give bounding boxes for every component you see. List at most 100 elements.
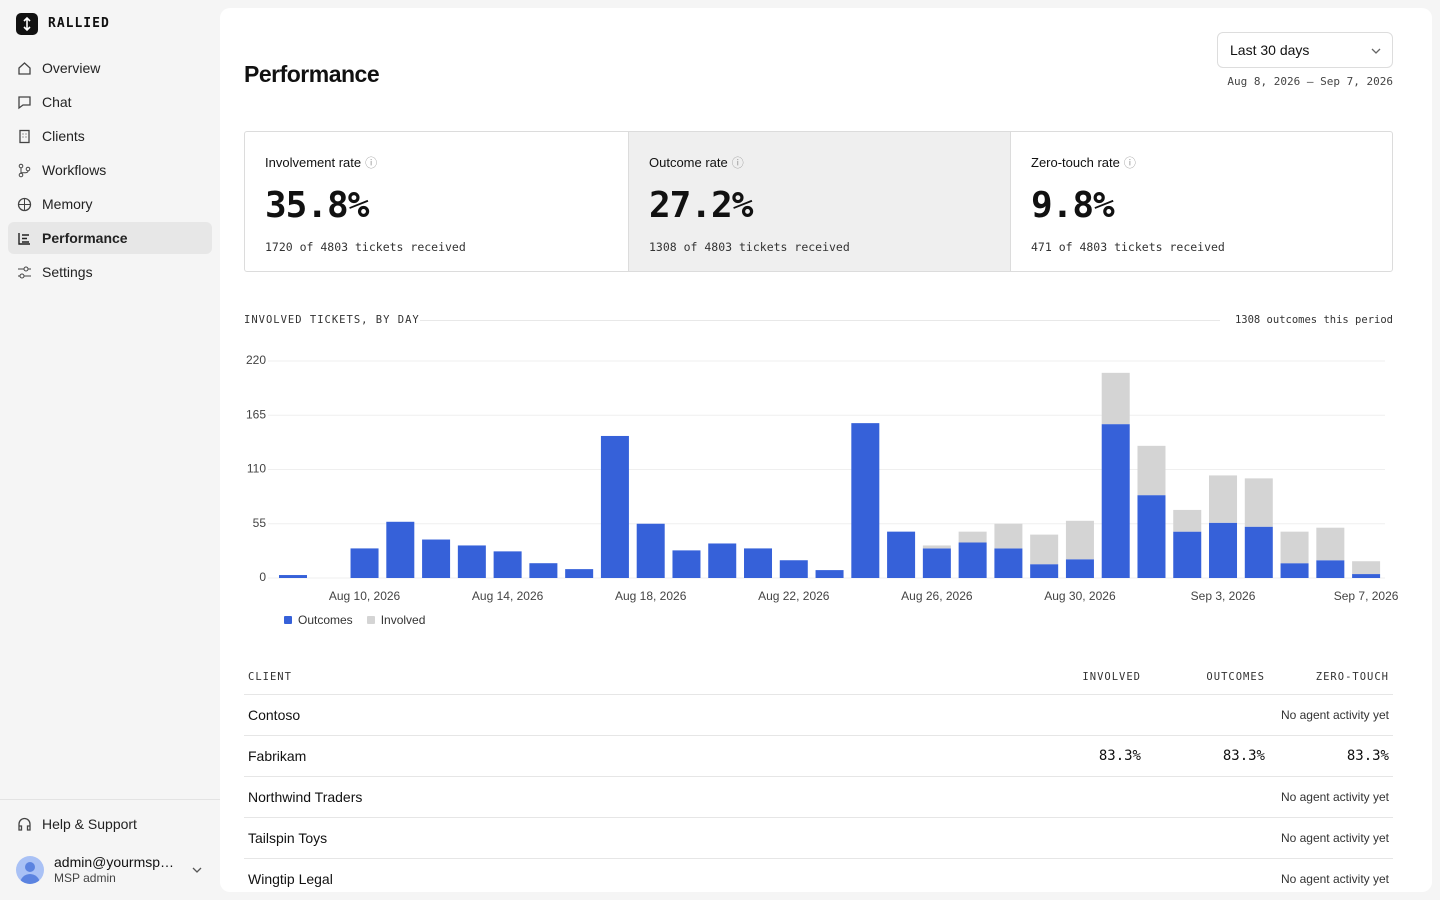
bar-segment xyxy=(958,531,987,543)
nav-label: Chat xyxy=(42,94,72,110)
nav-label: Performance xyxy=(42,230,128,246)
bar-segment xyxy=(887,531,916,578)
bar-segment xyxy=(1065,520,1094,560)
column-header: CLIENT xyxy=(248,671,292,683)
metric-cell: 83.3% xyxy=(1222,748,1265,764)
bar-segment xyxy=(672,550,701,578)
chart-title: INVOLVED TICKETS, BY DAY xyxy=(244,314,430,326)
empty-note: No agent activity yet xyxy=(1280,708,1389,722)
y-tick-label: 0 xyxy=(259,570,266,584)
legend-label: Outcomes xyxy=(298,613,353,627)
bar-segment xyxy=(994,523,1023,549)
bar-segment xyxy=(1173,509,1202,532)
x-tick-label: Sep 3, 2026 xyxy=(1191,589,1256,603)
chart-annotation: 1308 outcomes this period xyxy=(1234,314,1393,326)
icon xyxy=(18,62,31,75)
legend-label: Involved xyxy=(380,613,426,627)
chevron xyxy=(1371,48,1381,54)
bar-segment xyxy=(1137,445,1166,496)
kpi-detail: 471 of 4803 tickets received xyxy=(1031,240,1225,254)
help-link[interactable]: Help & Support xyxy=(8,808,212,840)
bar-segment xyxy=(529,563,558,578)
nav-label: Workflows xyxy=(42,162,107,178)
bar-segment xyxy=(1352,574,1381,578)
nav-item[interactable]: Overview xyxy=(8,52,212,84)
bar-segment xyxy=(1244,526,1273,578)
brand: RALLIED xyxy=(48,16,110,31)
nav-item[interactable]: Performance xyxy=(8,222,212,254)
table-row[interactable]: Wingtip Legal No agent activity yet xyxy=(244,858,1393,892)
metric-cell: 83.3% xyxy=(1346,748,1389,764)
info-icon[interactable]: ⓘ xyxy=(365,156,378,170)
bar-segment xyxy=(1316,560,1345,578)
bar-segment xyxy=(422,539,451,578)
table-row[interactable]: Tailspin Toys No agent activity yet xyxy=(244,817,1393,858)
empty-note: No agent activity yet xyxy=(1280,790,1389,804)
icon xyxy=(18,817,31,831)
bar-segment xyxy=(386,521,415,578)
icon xyxy=(19,129,30,144)
y-tick-label: 55 xyxy=(253,516,267,530)
info-icon[interactable]: ⓘ xyxy=(1123,156,1136,170)
kpi-label: Involvement rate xyxy=(265,155,362,170)
main-panel: Performance Last 30 days Aug 8, 2026 – S… xyxy=(220,8,1432,892)
bar-segment xyxy=(493,551,522,578)
bar-segment xyxy=(1280,563,1309,578)
table-row[interactable]: Northwind Traders No agent activity yet xyxy=(244,776,1393,817)
icon xyxy=(17,197,32,212)
metric-cell: 83.3% xyxy=(1098,748,1141,764)
sidebar: RALLIED Overview Chat Clients Workflows … xyxy=(0,0,220,900)
kpi-value: 27.2% xyxy=(649,185,753,226)
nav-item[interactable]: Memory xyxy=(8,188,212,220)
bar-segment xyxy=(1030,564,1059,578)
divider xyxy=(0,799,220,800)
page-title: Performance xyxy=(244,61,380,87)
column-header: INVOLVED xyxy=(1082,671,1141,683)
legend-swatch xyxy=(284,616,292,624)
kpi-label: Zero-touch rate xyxy=(1031,155,1120,170)
range-select[interactable]: Last 30 days xyxy=(1217,32,1393,68)
bar-segment xyxy=(1280,531,1309,564)
avatar[interactable] xyxy=(16,856,44,884)
nav-label: Settings xyxy=(42,264,93,280)
bar-segment xyxy=(958,542,987,578)
table-row[interactable]: Fabrikam 83.3% 83.3% 83.3% xyxy=(244,735,1393,776)
nav-item[interactable]: Clients xyxy=(8,120,212,152)
x-tick-label: Aug 14, 2026 xyxy=(472,589,544,603)
bar-segment xyxy=(457,545,486,578)
x-tick-label: Aug 26, 2026 xyxy=(901,589,973,603)
chart: 0 55 110 165 220 Aug 10, 2026 Aug 14, 2026 Aug … xyxy=(246,353,1399,603)
kpi-row: Involvement rate ⓘ 35.8% 1720 of 4803 ticke… xyxy=(244,131,1393,272)
kpi-card: Outcome rate ⓘ 27.2% 1308 of 4803 tickets r… xyxy=(628,132,1011,271)
icon xyxy=(18,163,31,178)
nav-item[interactable]: Chat xyxy=(8,86,212,118)
user-email: admin@yourmsp… xyxy=(54,854,175,870)
table-row[interactable]: Contoso No agent activity yet xyxy=(244,694,1393,735)
x-tick-label: Aug 30, 2026 xyxy=(1044,589,1116,603)
nav-label: Clients xyxy=(42,128,85,144)
bar-segment xyxy=(815,570,844,578)
nav-item[interactable]: Settings xyxy=(8,256,212,288)
avatar-icon xyxy=(20,862,40,884)
kpi-card: Involvement rate ⓘ 35.8% 1720 of 4803 ticke… xyxy=(245,132,628,271)
range-label: Last 30 days xyxy=(1230,42,1310,58)
user-menu-chevron[interactable] xyxy=(191,864,203,876)
y-tick-label: 165 xyxy=(246,407,266,421)
bar-segment xyxy=(565,569,594,578)
bar-segment xyxy=(922,548,951,578)
legend: Outcomes Involved xyxy=(284,613,425,627)
kpi-detail: 1720 of 4803 tickets received xyxy=(265,240,466,254)
info-icon[interactable]: ⓘ xyxy=(731,156,744,170)
column-header: OUTCOMES xyxy=(1206,671,1265,683)
nav-label: Overview xyxy=(42,60,101,76)
logo xyxy=(16,13,38,35)
y-tick-label: 220 xyxy=(246,353,266,367)
bar-segment xyxy=(744,548,773,578)
column-header: ZERO-TOUCH xyxy=(1315,671,1389,683)
legend-item: Outcomes xyxy=(284,613,353,627)
nav-item[interactable]: Workflows xyxy=(8,154,212,186)
kpi-detail: 1308 of 4803 tickets received xyxy=(649,240,850,254)
bar-segment xyxy=(1352,561,1381,575)
